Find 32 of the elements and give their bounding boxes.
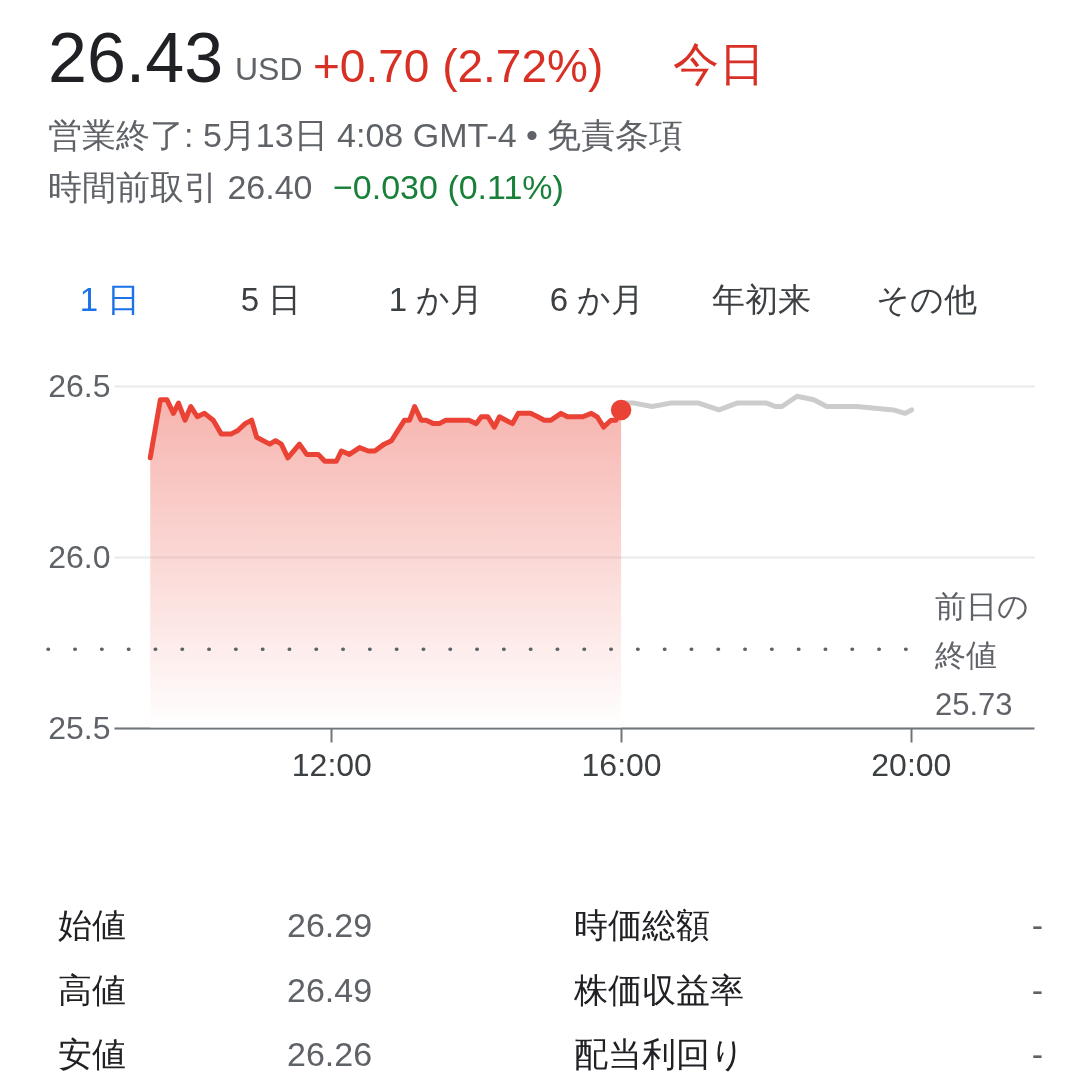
y-tick-label: 25.5: [48, 709, 111, 746]
y-tick-label: 26.0: [48, 538, 111, 575]
text: 26.49: [287, 971, 373, 1009]
text: -: [1031, 971, 1043, 1009]
text: 時価総額: [574, 906, 710, 944]
text: USD: [235, 51, 303, 87]
text: +0.70 (2.72%): [313, 40, 604, 92]
text: -: [1031, 906, 1043, 944]
x-tick-label: 16:00: [581, 746, 662, 783]
chart-title: 26.43: [48, 19, 224, 97]
chart-subtitle: 営業終了: 5月13日 4:08 GMT-4 • 免責条項: [48, 116, 684, 154]
text: 5 日: [240, 281, 302, 318]
text: 6 か月: [549, 281, 645, 318]
text: 株価収益率: [573, 971, 744, 1009]
text: 年初来: [711, 281, 811, 318]
x-tick-label: 20:00: [871, 746, 952, 783]
text: 1 日: [79, 281, 141, 318]
text: 配当利回り: [574, 1035, 745, 1073]
text: -: [1031, 1035, 1043, 1073]
text: −0.030 (0.11%): [333, 168, 564, 206]
text: 高値: [58, 971, 126, 1009]
x-tick-label: 12:00: [291, 746, 372, 783]
text: 時間前取引 26.40: [48, 168, 313, 206]
text: 始値: [58, 906, 126, 944]
text: 今日: [673, 38, 765, 90]
y-tick-label: 26.5: [48, 367, 111, 404]
text: その他: [875, 281, 977, 318]
text: 安値: [58, 1035, 126, 1073]
text: 1 か月: [388, 281, 484, 318]
text: 26.26: [287, 1035, 373, 1073]
text: 26.29: [287, 906, 373, 944]
ref-line-label: 前日の終値25.73: [934, 589, 1029, 723]
